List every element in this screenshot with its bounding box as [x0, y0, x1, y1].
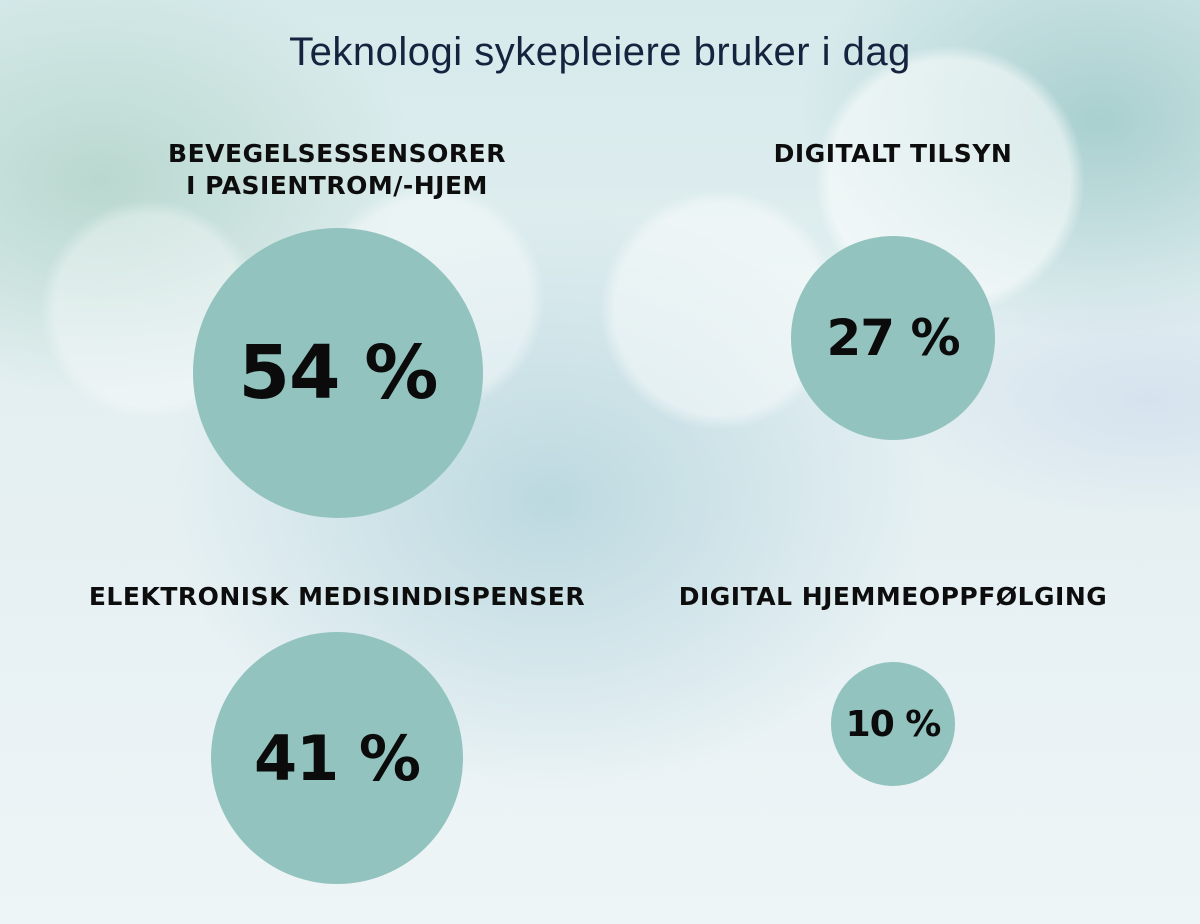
bubble-hjemmeoppfolging: 10 %	[831, 662, 955, 786]
value-hjemmeoppfolging: 10 %	[845, 703, 942, 745]
label-medisindispenser: ELEKTRONISK MEDISINDISPENSER	[88, 582, 586, 611]
label-digitalt-tilsyn: DIGITALT TILSYN	[773, 139, 1013, 168]
chart-title: Teknologi sykepleiere bruker i dag	[289, 30, 911, 74]
label-bevegelsessensorer: BEVEGELSESSENSORER I PASIENTROM/-HJEM	[168, 139, 506, 200]
bubble-bevegelsessensorer: 54 %	[193, 228, 483, 518]
value-digitalt-tilsyn: 27 %	[826, 309, 960, 367]
value-medisindispenser: 41 %	[254, 721, 421, 795]
bubble-medisindispenser: 41 %	[211, 632, 463, 884]
label-hjemmeoppfolging: DIGITAL HJEMMEOPPFØLGING	[678, 582, 1108, 611]
value-bevegelsessensorer: 54 %	[238, 330, 439, 416]
bubble-digitalt-tilsyn: 27 %	[791, 236, 995, 440]
